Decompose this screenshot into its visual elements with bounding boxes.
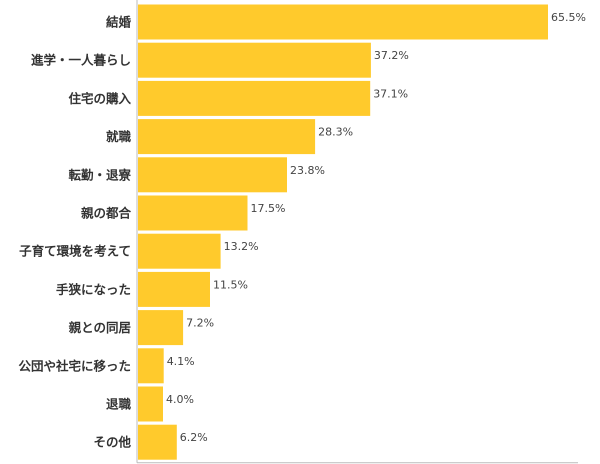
category-label: 進学・一人暮らし <box>31 53 131 68</box>
bar <box>138 424 177 460</box>
value-label: 28.3% <box>318 126 353 139</box>
category-label: 住宅の購入 <box>68 91 131 106</box>
category-label: 就職 <box>106 129 132 144</box>
bar <box>138 119 316 155</box>
category-label: その他 <box>93 435 131 450</box>
category-label: 親との同居 <box>69 320 131 335</box>
bar <box>138 4 548 40</box>
bar <box>138 157 287 193</box>
value-label: 4.0% <box>166 393 194 406</box>
bar <box>138 80 371 116</box>
value-label: 37.2% <box>374 49 409 62</box>
category-label: 結婚 <box>106 15 132 30</box>
bar <box>138 233 221 269</box>
bar <box>138 195 248 231</box>
value-label: 11.5% <box>213 278 248 291</box>
bar <box>138 271 210 307</box>
category-labels-layer: 結婚進学・一人暮らし住宅の購入就職転勤・退寮親の都合子育て環境を考えて手狭になっ… <box>18 15 131 450</box>
value-labels-layer: 65.5% 37.2% 37.1% 28.3% 23.8% 17.5% 13.2% 11.5%… <box>166 11 586 444</box>
category-label: 退職 <box>106 397 132 412</box>
value-label: 17.5% <box>251 202 286 215</box>
value-label: 23.8% <box>290 164 325 177</box>
bar <box>138 386 163 422</box>
value-label: 4.1% <box>167 355 195 368</box>
value-label: 37.1% <box>373 87 408 100</box>
category-label: 親の都合 <box>81 206 132 221</box>
category-label: 公団や社宅に移った <box>18 358 131 373</box>
bar <box>138 310 184 346</box>
value-label: 65.5% <box>551 11 586 24</box>
category-label: 手狭になった <box>56 282 131 297</box>
bars-layer <box>138 4 548 460</box>
bar <box>138 42 371 78</box>
category-label: 転勤・退寮 <box>68 167 131 182</box>
category-label: 子育て環境を考えて <box>19 244 131 259</box>
value-label: 7.2% <box>186 317 214 330</box>
value-label: 13.2% <box>224 240 259 253</box>
value-label: 6.2% <box>180 431 208 444</box>
bar <box>138 348 164 384</box>
